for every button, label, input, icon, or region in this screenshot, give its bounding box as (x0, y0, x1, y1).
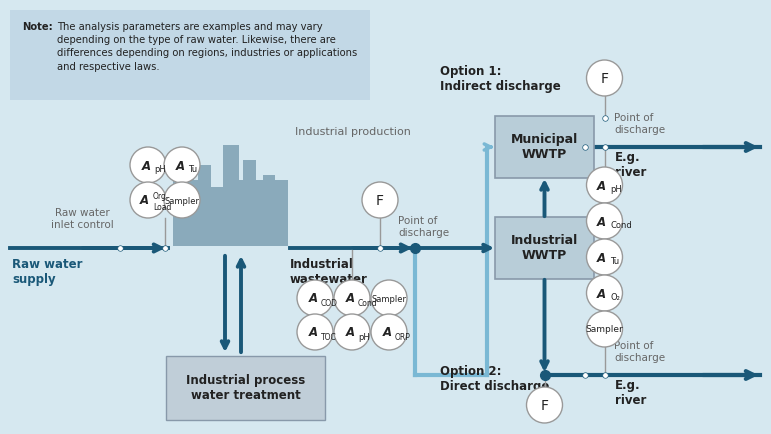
FancyBboxPatch shape (166, 356, 325, 420)
Text: TOC: TOC (321, 332, 337, 342)
Text: Industrial
WWTP: Industrial WWTP (511, 234, 578, 262)
Text: ORP: ORP (395, 332, 411, 342)
Circle shape (362, 182, 398, 218)
Text: Option 1:
Indirect discharge: Option 1: Indirect discharge (440, 65, 561, 93)
Text: A: A (176, 160, 184, 172)
Text: Industrial
wastewater: Industrial wastewater (290, 258, 368, 286)
Circle shape (297, 314, 333, 350)
Text: A: A (597, 287, 606, 300)
FancyBboxPatch shape (495, 217, 594, 279)
Text: A: A (308, 326, 318, 339)
Bar (223, 145, 239, 195)
Text: Tu: Tu (611, 257, 620, 266)
Text: A: A (345, 293, 355, 306)
Text: Point of
discharge: Point of discharge (614, 113, 665, 135)
Circle shape (297, 280, 333, 316)
Circle shape (587, 311, 622, 347)
Text: Industrial production: Industrial production (295, 127, 411, 137)
Text: A: A (308, 293, 318, 306)
Text: A: A (597, 251, 606, 264)
Circle shape (334, 314, 370, 350)
Circle shape (587, 203, 622, 239)
Text: Sampler: Sampler (586, 326, 624, 335)
Polygon shape (173, 180, 288, 195)
Text: A: A (345, 326, 355, 339)
Text: F: F (601, 72, 608, 86)
Text: E.g.
river: E.g. river (614, 151, 646, 179)
Bar (10, 246, 770, 250)
Text: Point of
discharge: Point of discharge (398, 216, 449, 237)
Text: Sampler: Sampler (372, 295, 406, 303)
Circle shape (371, 280, 407, 316)
Circle shape (587, 239, 622, 275)
Text: pH: pH (611, 185, 622, 194)
Circle shape (587, 60, 622, 96)
Text: Option 2:
Direct discharge: Option 2: Direct discharge (440, 365, 550, 393)
Text: Point of
discharge: Point of discharge (614, 342, 665, 363)
Bar (243, 160, 256, 195)
Text: The analysis parameters are examples and may vary
depending on the type of raw w: The analysis parameters are examples and… (57, 22, 357, 72)
Text: Tu: Tu (188, 165, 197, 174)
Text: A: A (382, 326, 392, 339)
Text: O₂: O₂ (611, 293, 621, 302)
Text: Sampler: Sampler (164, 197, 200, 206)
FancyBboxPatch shape (495, 116, 594, 178)
Circle shape (334, 280, 370, 316)
Text: pH: pH (154, 165, 166, 174)
Text: Org.
Load: Org. Load (153, 192, 171, 212)
Text: Note:: Note: (22, 22, 52, 32)
Circle shape (164, 182, 200, 218)
Text: A: A (141, 160, 150, 172)
Text: A: A (597, 180, 606, 193)
Text: F: F (540, 399, 548, 413)
Bar (263, 175, 275, 195)
Text: E.g.
river: E.g. river (614, 379, 646, 407)
Text: Raw water
inlet control: Raw water inlet control (51, 208, 113, 230)
Text: F: F (376, 194, 384, 208)
Text: Raw water
supply: Raw water supply (12, 258, 82, 286)
Text: A: A (140, 194, 149, 207)
Bar (198, 165, 211, 195)
Circle shape (371, 314, 407, 350)
Circle shape (164, 147, 200, 183)
Circle shape (527, 387, 563, 423)
Circle shape (587, 275, 622, 311)
Text: Cond: Cond (611, 221, 632, 230)
Text: Cond: Cond (358, 299, 378, 308)
Text: pH: pH (358, 332, 370, 342)
Text: Industrial process
water treatment: Industrial process water treatment (186, 374, 305, 402)
Text: COD: COD (321, 299, 338, 308)
FancyBboxPatch shape (10, 10, 370, 100)
Text: Municipal
WWTP: Municipal WWTP (511, 133, 578, 161)
Circle shape (130, 147, 166, 183)
Circle shape (130, 182, 166, 218)
Bar (173, 195, 288, 250)
Circle shape (587, 167, 622, 203)
Bar (178, 155, 194, 195)
Text: A: A (597, 216, 606, 228)
